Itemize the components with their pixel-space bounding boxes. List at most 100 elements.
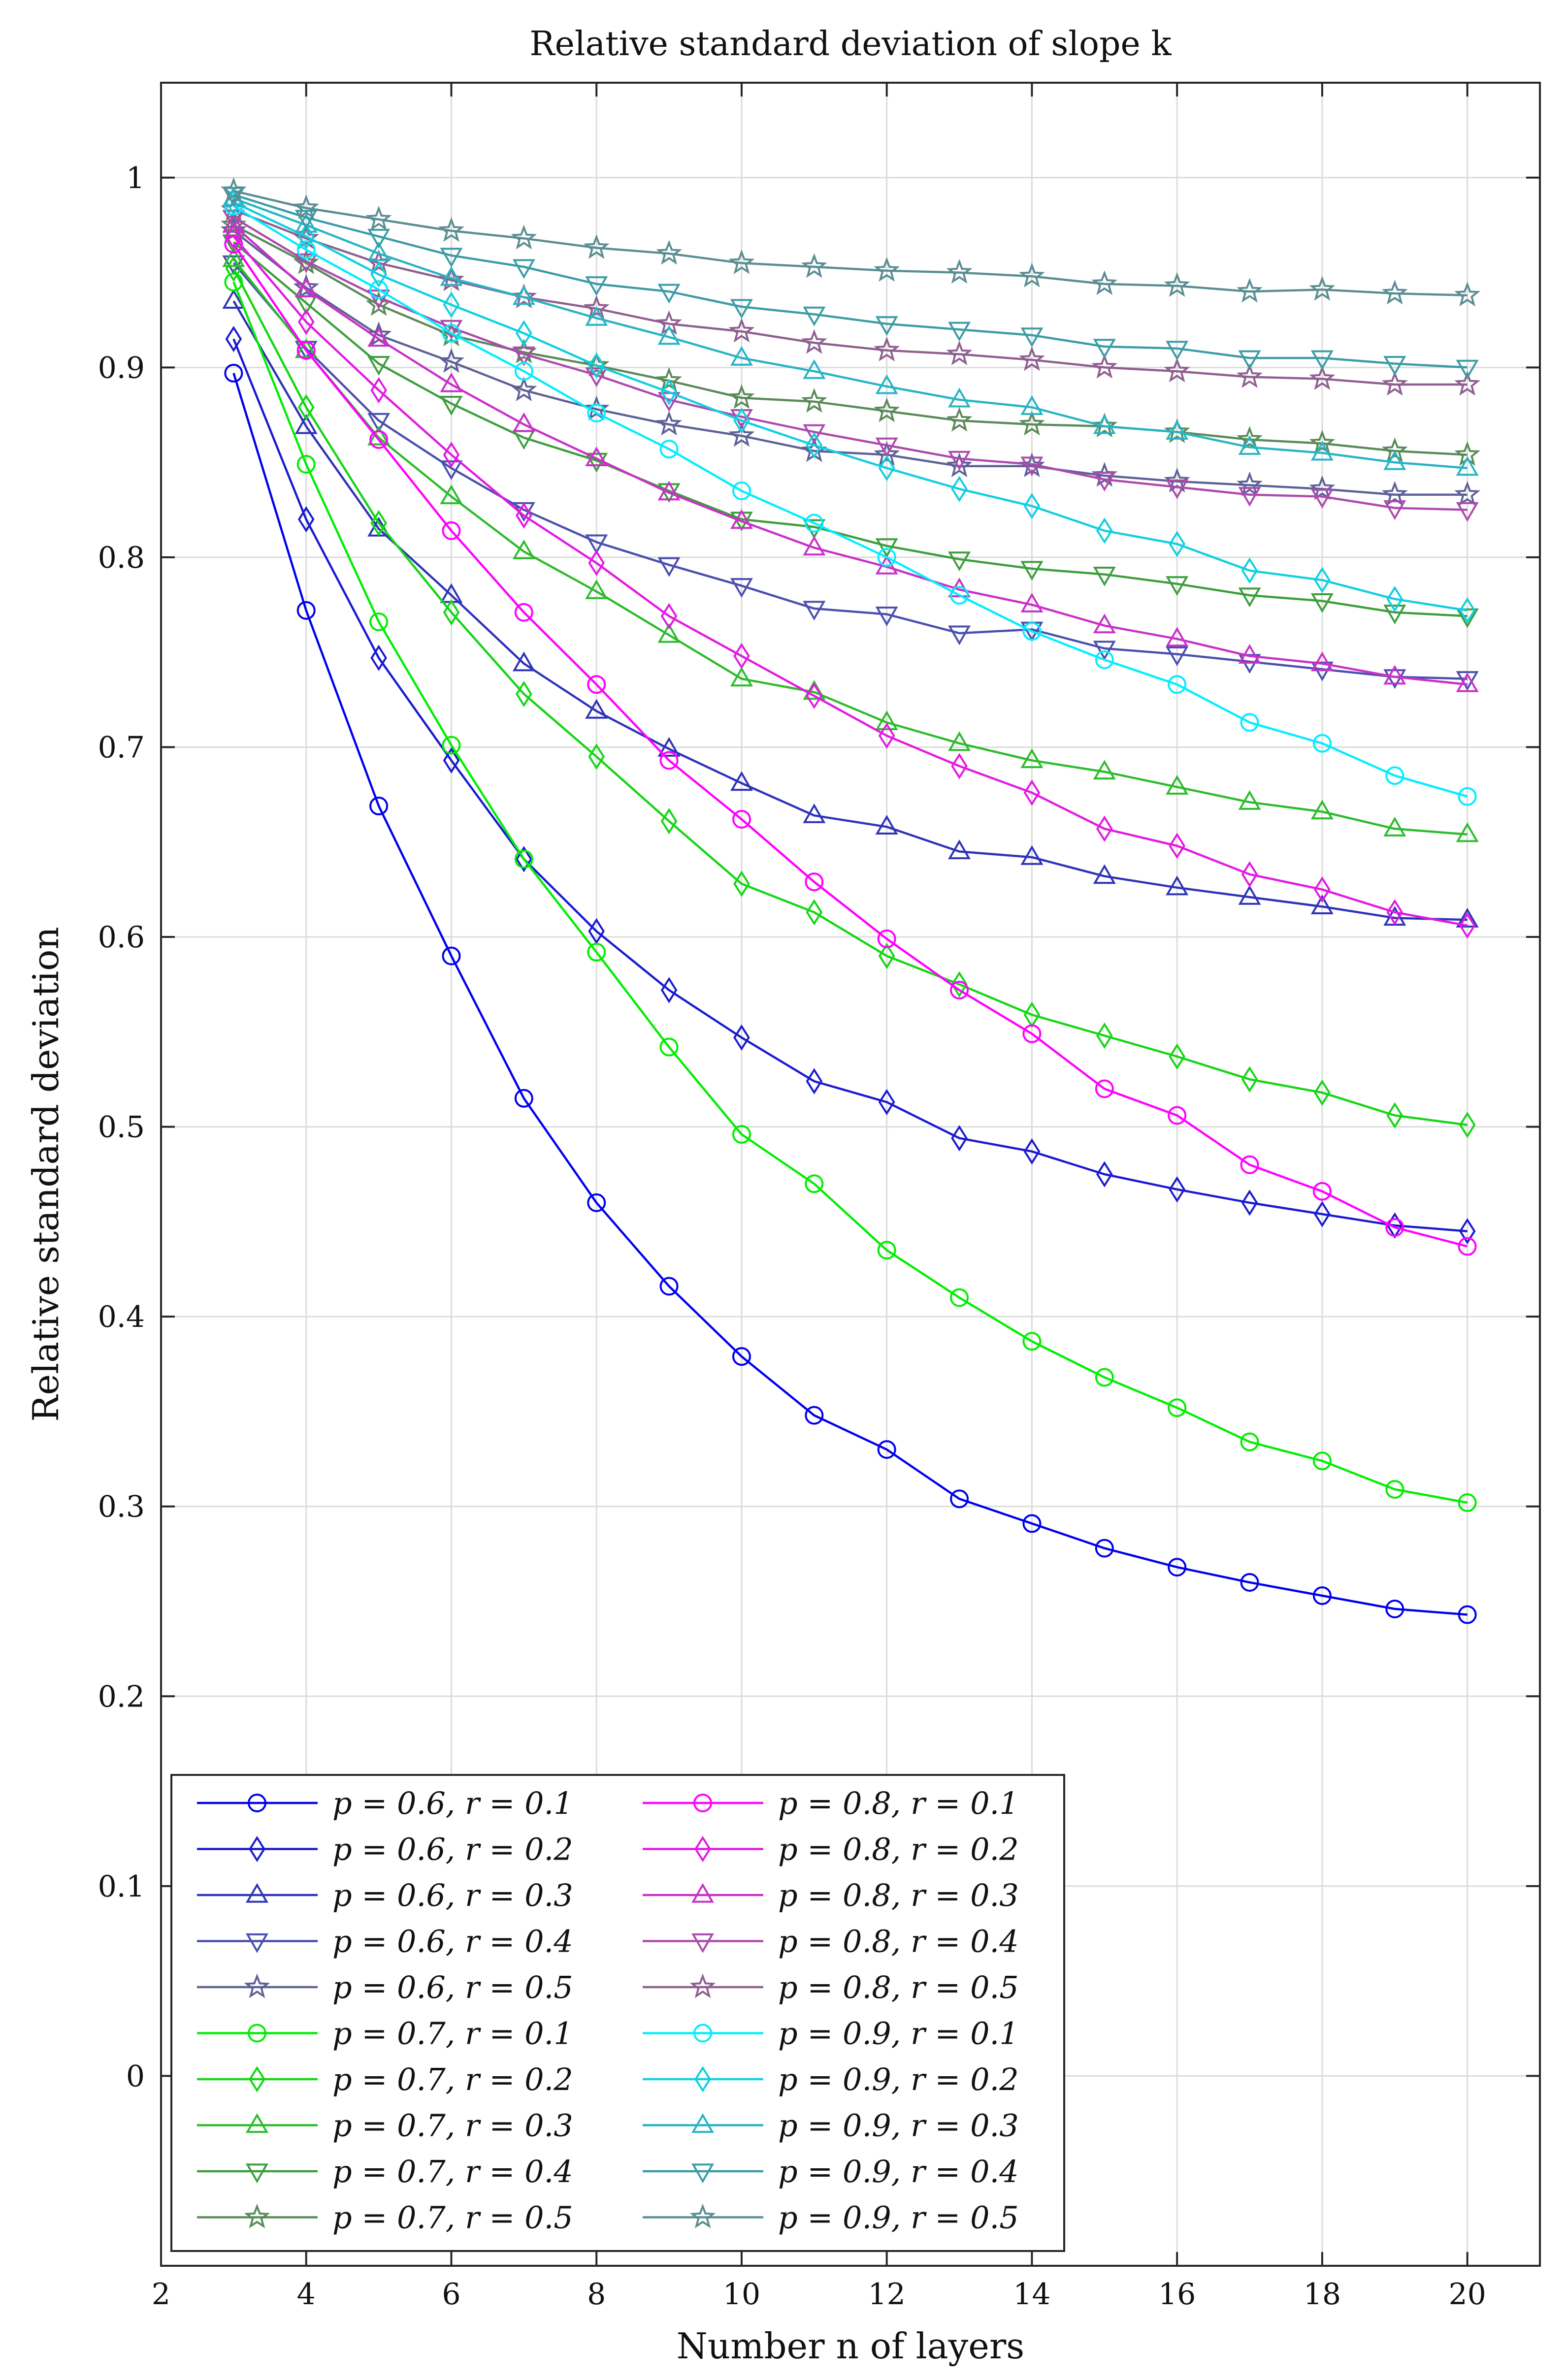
data-point-s4-17 (1454, 481, 1480, 506)
y-tick-label-0: 0 (126, 2059, 145, 2093)
data-point-s10-6 (659, 751, 679, 770)
data-point-s11-2 (370, 377, 387, 404)
series-line-8 (232, 241, 1468, 617)
data-point-s6-17 (1459, 1112, 1476, 1138)
data-point-s6-14 (1241, 1066, 1258, 1093)
series-14 (221, 196, 1480, 396)
data-point-s6-6 (660, 808, 678, 835)
data-point-s10-13 (1168, 1106, 1187, 1125)
data-point-s11-15 (1314, 876, 1331, 903)
data-point-s11-7 (733, 643, 750, 670)
data-point-s12-17 (1456, 672, 1479, 692)
data-point-s14-17 (1454, 371, 1480, 396)
data-point-s2-4 (512, 651, 535, 672)
data-point-s15-1 (296, 240, 316, 259)
legend-marker-15 (693, 2024, 712, 2043)
series-line-10 (232, 243, 1468, 1248)
data-point-s2-7 (730, 771, 753, 791)
data-point-s13-16 (1383, 500, 1406, 520)
legend-label-16: p = 0.9, r = 0.2 (778, 2061, 1019, 2097)
legend-marker-6 (249, 2066, 265, 2092)
data-point-s18-10 (948, 322, 971, 342)
data-point-s0-6 (659, 1277, 679, 1296)
legend-marker-5 (248, 2024, 266, 2043)
data-point-s2-17 (1456, 907, 1479, 928)
legend-label-19: p = 0.9, r = 0.5 (778, 2200, 1019, 2236)
legend-label-9: p = 0.7, r = 0.5 (332, 2200, 573, 2236)
data-point-s11-1 (297, 309, 315, 335)
series-7 (222, 247, 1479, 842)
series-11 (225, 223, 1476, 939)
data-point-s10-10 (950, 981, 969, 1000)
data-point-s19-6 (656, 240, 682, 265)
series-15 (224, 196, 1477, 806)
data-point-s18-12 (1093, 339, 1116, 359)
data-point-s13-1 (294, 253, 318, 273)
legend-entry-13: p = 0.8, r = 0.4 (643, 1924, 1019, 1960)
data-point-s12-6 (657, 481, 681, 501)
legend-entry-6: p = 0.7, r = 0.2 (197, 2061, 573, 2097)
data-point-s10-0 (224, 234, 243, 254)
data-point-s8-13 (1166, 576, 1189, 596)
series-1 (225, 325, 1476, 1245)
data-point-s19-0 (221, 177, 247, 202)
data-point-s7-13 (1166, 774, 1189, 795)
y-tick-label-8: 0.8 (98, 541, 145, 575)
data-point-s18-15 (1310, 350, 1334, 370)
data-point-s4-4 (511, 376, 537, 402)
data-point-s11-14 (1241, 861, 1258, 888)
data-point-s1-4 (516, 846, 532, 872)
x-tick-label-2: 6 (442, 2277, 460, 2312)
y-tick-label-5: 0.5 (98, 1110, 145, 1145)
data-point-s12-2 (367, 327, 391, 347)
data-point-s15-9 (877, 547, 896, 567)
data-point-s2-1 (294, 414, 318, 434)
data-point-s5-5 (587, 942, 606, 962)
data-point-s18-17 (1456, 359, 1479, 380)
data-point-s7-4 (512, 539, 535, 559)
data-point-s6-15 (1314, 1079, 1331, 1106)
data-point-s16-2 (370, 261, 387, 288)
data-point-s19-12 (1091, 270, 1118, 295)
data-point-s1-10 (951, 1125, 968, 1152)
data-point-s4-14 (1237, 471, 1263, 496)
data-point-s9-12 (1091, 413, 1118, 438)
series-line-14 (233, 209, 1468, 386)
data-point-s17-15 (1310, 441, 1334, 461)
data-point-s5-14 (1240, 1432, 1259, 1451)
data-point-s15-6 (659, 440, 679, 459)
data-point-s18-8 (803, 306, 826, 326)
data-point-s9-13 (1164, 418, 1190, 443)
data-point-s6-16 (1386, 1102, 1404, 1129)
data-point-s6-9 (878, 942, 895, 969)
series-line-2 (232, 300, 1468, 921)
data-point-s6-8 (806, 899, 823, 926)
data-point-s8-12 (1093, 567, 1116, 587)
data-point-s5-15 (1312, 1451, 1332, 1471)
data-point-s16-7 (733, 407, 750, 434)
data-point-s14-5 (583, 295, 610, 320)
legend-label-4: p = 0.6, r = 0.5 (332, 1969, 573, 2005)
x-tick-label-9: 20 (1448, 2277, 1486, 2312)
data-point-s4-6 (656, 411, 682, 436)
data-point-s4-3 (438, 348, 464, 373)
data-point-s0-5 (587, 1193, 606, 1212)
data-point-s16-14 (1241, 557, 1258, 584)
legend-entry-15: p = 0.9, r = 0.1 (643, 2016, 1019, 2052)
legend-entry-12: p = 0.8, r = 0.3 (643, 1877, 1019, 1913)
legend-marker-11 (694, 1835, 711, 1863)
legend-label-8: p = 0.7, r = 0.4 (332, 2154, 573, 2189)
data-point-s12-15 (1310, 651, 1334, 672)
data-point-s16-9 (878, 454, 895, 482)
legend-label-2: p = 0.6, r = 0.3 (332, 1877, 573, 1913)
y-tick-label-9: 0.9 (98, 351, 145, 385)
data-point-s10-15 (1312, 1182, 1332, 1201)
data-point-s10-5 (587, 675, 606, 694)
data-point-s14-14 (1237, 363, 1263, 388)
series-8 (222, 234, 1479, 628)
data-point-s5-1 (296, 454, 316, 474)
data-point-s15-10 (950, 586, 969, 605)
data-point-s19-2 (365, 205, 392, 231)
data-point-s16-10 (951, 476, 968, 502)
legend-marker-1 (249, 1835, 265, 1863)
